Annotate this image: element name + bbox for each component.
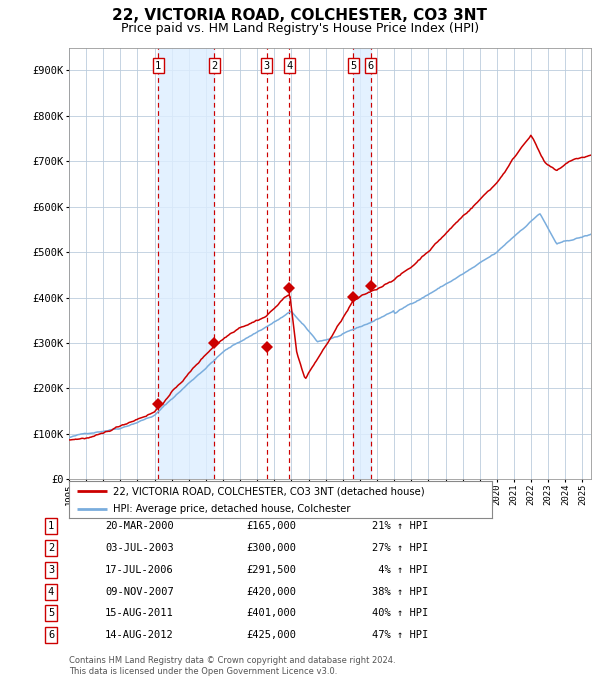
Text: 21% ↑ HPI: 21% ↑ HPI	[372, 522, 428, 531]
Text: 2: 2	[211, 61, 218, 71]
Text: 6: 6	[367, 61, 374, 71]
Text: 1: 1	[155, 61, 161, 71]
Text: 15-AUG-2011: 15-AUG-2011	[105, 609, 174, 618]
Text: 4: 4	[48, 587, 54, 596]
Text: 1: 1	[48, 522, 54, 531]
Text: Contains HM Land Registry data © Crown copyright and database right 2024.: Contains HM Land Registry data © Crown c…	[69, 656, 395, 665]
Text: £165,000: £165,000	[246, 522, 296, 531]
Text: 14-AUG-2012: 14-AUG-2012	[105, 630, 174, 640]
Text: £425,000: £425,000	[246, 630, 296, 640]
Text: 09-NOV-2007: 09-NOV-2007	[105, 587, 174, 596]
Text: 5: 5	[350, 61, 356, 71]
Text: Price paid vs. HM Land Registry's House Price Index (HPI): Price paid vs. HM Land Registry's House …	[121, 22, 479, 35]
Text: 40% ↑ HPI: 40% ↑ HPI	[372, 609, 428, 618]
Text: 22, VICTORIA ROAD, COLCHESTER, CO3 3NT: 22, VICTORIA ROAD, COLCHESTER, CO3 3NT	[113, 8, 487, 23]
Text: £401,000: £401,000	[246, 609, 296, 618]
Text: 4% ↑ HPI: 4% ↑ HPI	[372, 565, 428, 575]
Text: 27% ↑ HPI: 27% ↑ HPI	[372, 543, 428, 553]
Text: 20-MAR-2000: 20-MAR-2000	[105, 522, 174, 531]
Text: 03-JUL-2003: 03-JUL-2003	[105, 543, 174, 553]
Text: 22, VICTORIA ROAD, COLCHESTER, CO3 3NT (detached house): 22, VICTORIA ROAD, COLCHESTER, CO3 3NT (…	[113, 486, 425, 496]
Text: £420,000: £420,000	[246, 587, 296, 596]
Text: 3: 3	[263, 61, 269, 71]
Text: £291,500: £291,500	[246, 565, 296, 575]
Text: 3: 3	[48, 565, 54, 575]
Text: £300,000: £300,000	[246, 543, 296, 553]
Text: HPI: Average price, detached house, Colchester: HPI: Average price, detached house, Colc…	[113, 504, 351, 514]
Text: This data is licensed under the Open Government Licence v3.0.: This data is licensed under the Open Gov…	[69, 667, 337, 676]
Text: 17-JUL-2006: 17-JUL-2006	[105, 565, 174, 575]
Text: 38% ↑ HPI: 38% ↑ HPI	[372, 587, 428, 596]
Bar	[158, 48, 214, 479]
Text: 6: 6	[48, 630, 54, 640]
Text: 47% ↑ HPI: 47% ↑ HPI	[372, 630, 428, 640]
Text: 5: 5	[48, 609, 54, 618]
Text: 4: 4	[286, 61, 292, 71]
Bar	[353, 48, 371, 479]
Text: 2: 2	[48, 543, 54, 553]
